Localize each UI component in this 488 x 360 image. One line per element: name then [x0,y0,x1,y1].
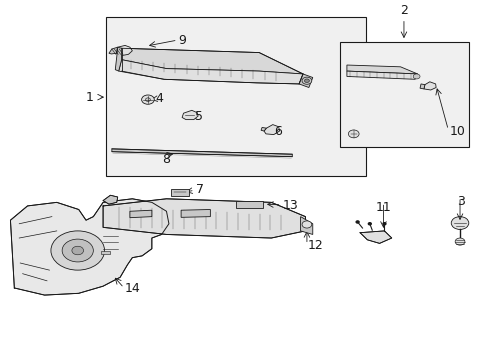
Circle shape [450,217,468,229]
Polygon shape [103,199,305,238]
Polygon shape [122,48,303,74]
Text: 2: 2 [399,4,407,17]
Bar [235,201,262,208]
Circle shape [142,95,154,104]
Bar [339,42,468,147]
Bar [101,251,110,254]
Circle shape [382,223,385,225]
Text: 9: 9 [178,33,186,46]
Polygon shape [103,195,118,204]
Polygon shape [346,71,417,79]
Text: 12: 12 [307,239,323,252]
Circle shape [412,74,419,79]
Bar [105,17,366,176]
Polygon shape [423,82,435,90]
Text: 3: 3 [457,195,465,208]
Polygon shape [10,199,168,295]
Circle shape [304,79,309,82]
Polygon shape [182,110,198,120]
Polygon shape [115,47,122,71]
Text: 6: 6 [273,125,281,138]
Polygon shape [112,149,292,157]
Circle shape [347,130,358,138]
Circle shape [62,239,93,262]
Text: 1: 1 [85,91,93,104]
Text: 14: 14 [125,282,141,295]
Circle shape [302,221,311,228]
Circle shape [72,246,83,255]
Text: 11: 11 [375,201,390,213]
Text: 10: 10 [448,125,464,138]
Circle shape [454,238,464,245]
Bar [171,189,188,196]
Circle shape [51,231,104,270]
Polygon shape [116,45,132,55]
Polygon shape [181,210,210,217]
Circle shape [355,221,358,223]
Circle shape [145,98,150,102]
Polygon shape [109,47,118,54]
Polygon shape [359,231,391,243]
Circle shape [302,77,311,84]
Text: 7: 7 [195,183,203,196]
Text: 4: 4 [156,93,163,105]
Polygon shape [130,210,152,218]
Polygon shape [261,127,266,131]
Polygon shape [300,217,312,234]
Polygon shape [346,65,417,74]
Polygon shape [264,125,279,135]
Polygon shape [119,60,303,84]
Polygon shape [419,84,424,89]
Text: 13: 13 [282,199,298,212]
Text: 8: 8 [162,153,170,166]
Circle shape [367,223,370,225]
Polygon shape [299,74,312,87]
Text: 5: 5 [194,110,203,123]
